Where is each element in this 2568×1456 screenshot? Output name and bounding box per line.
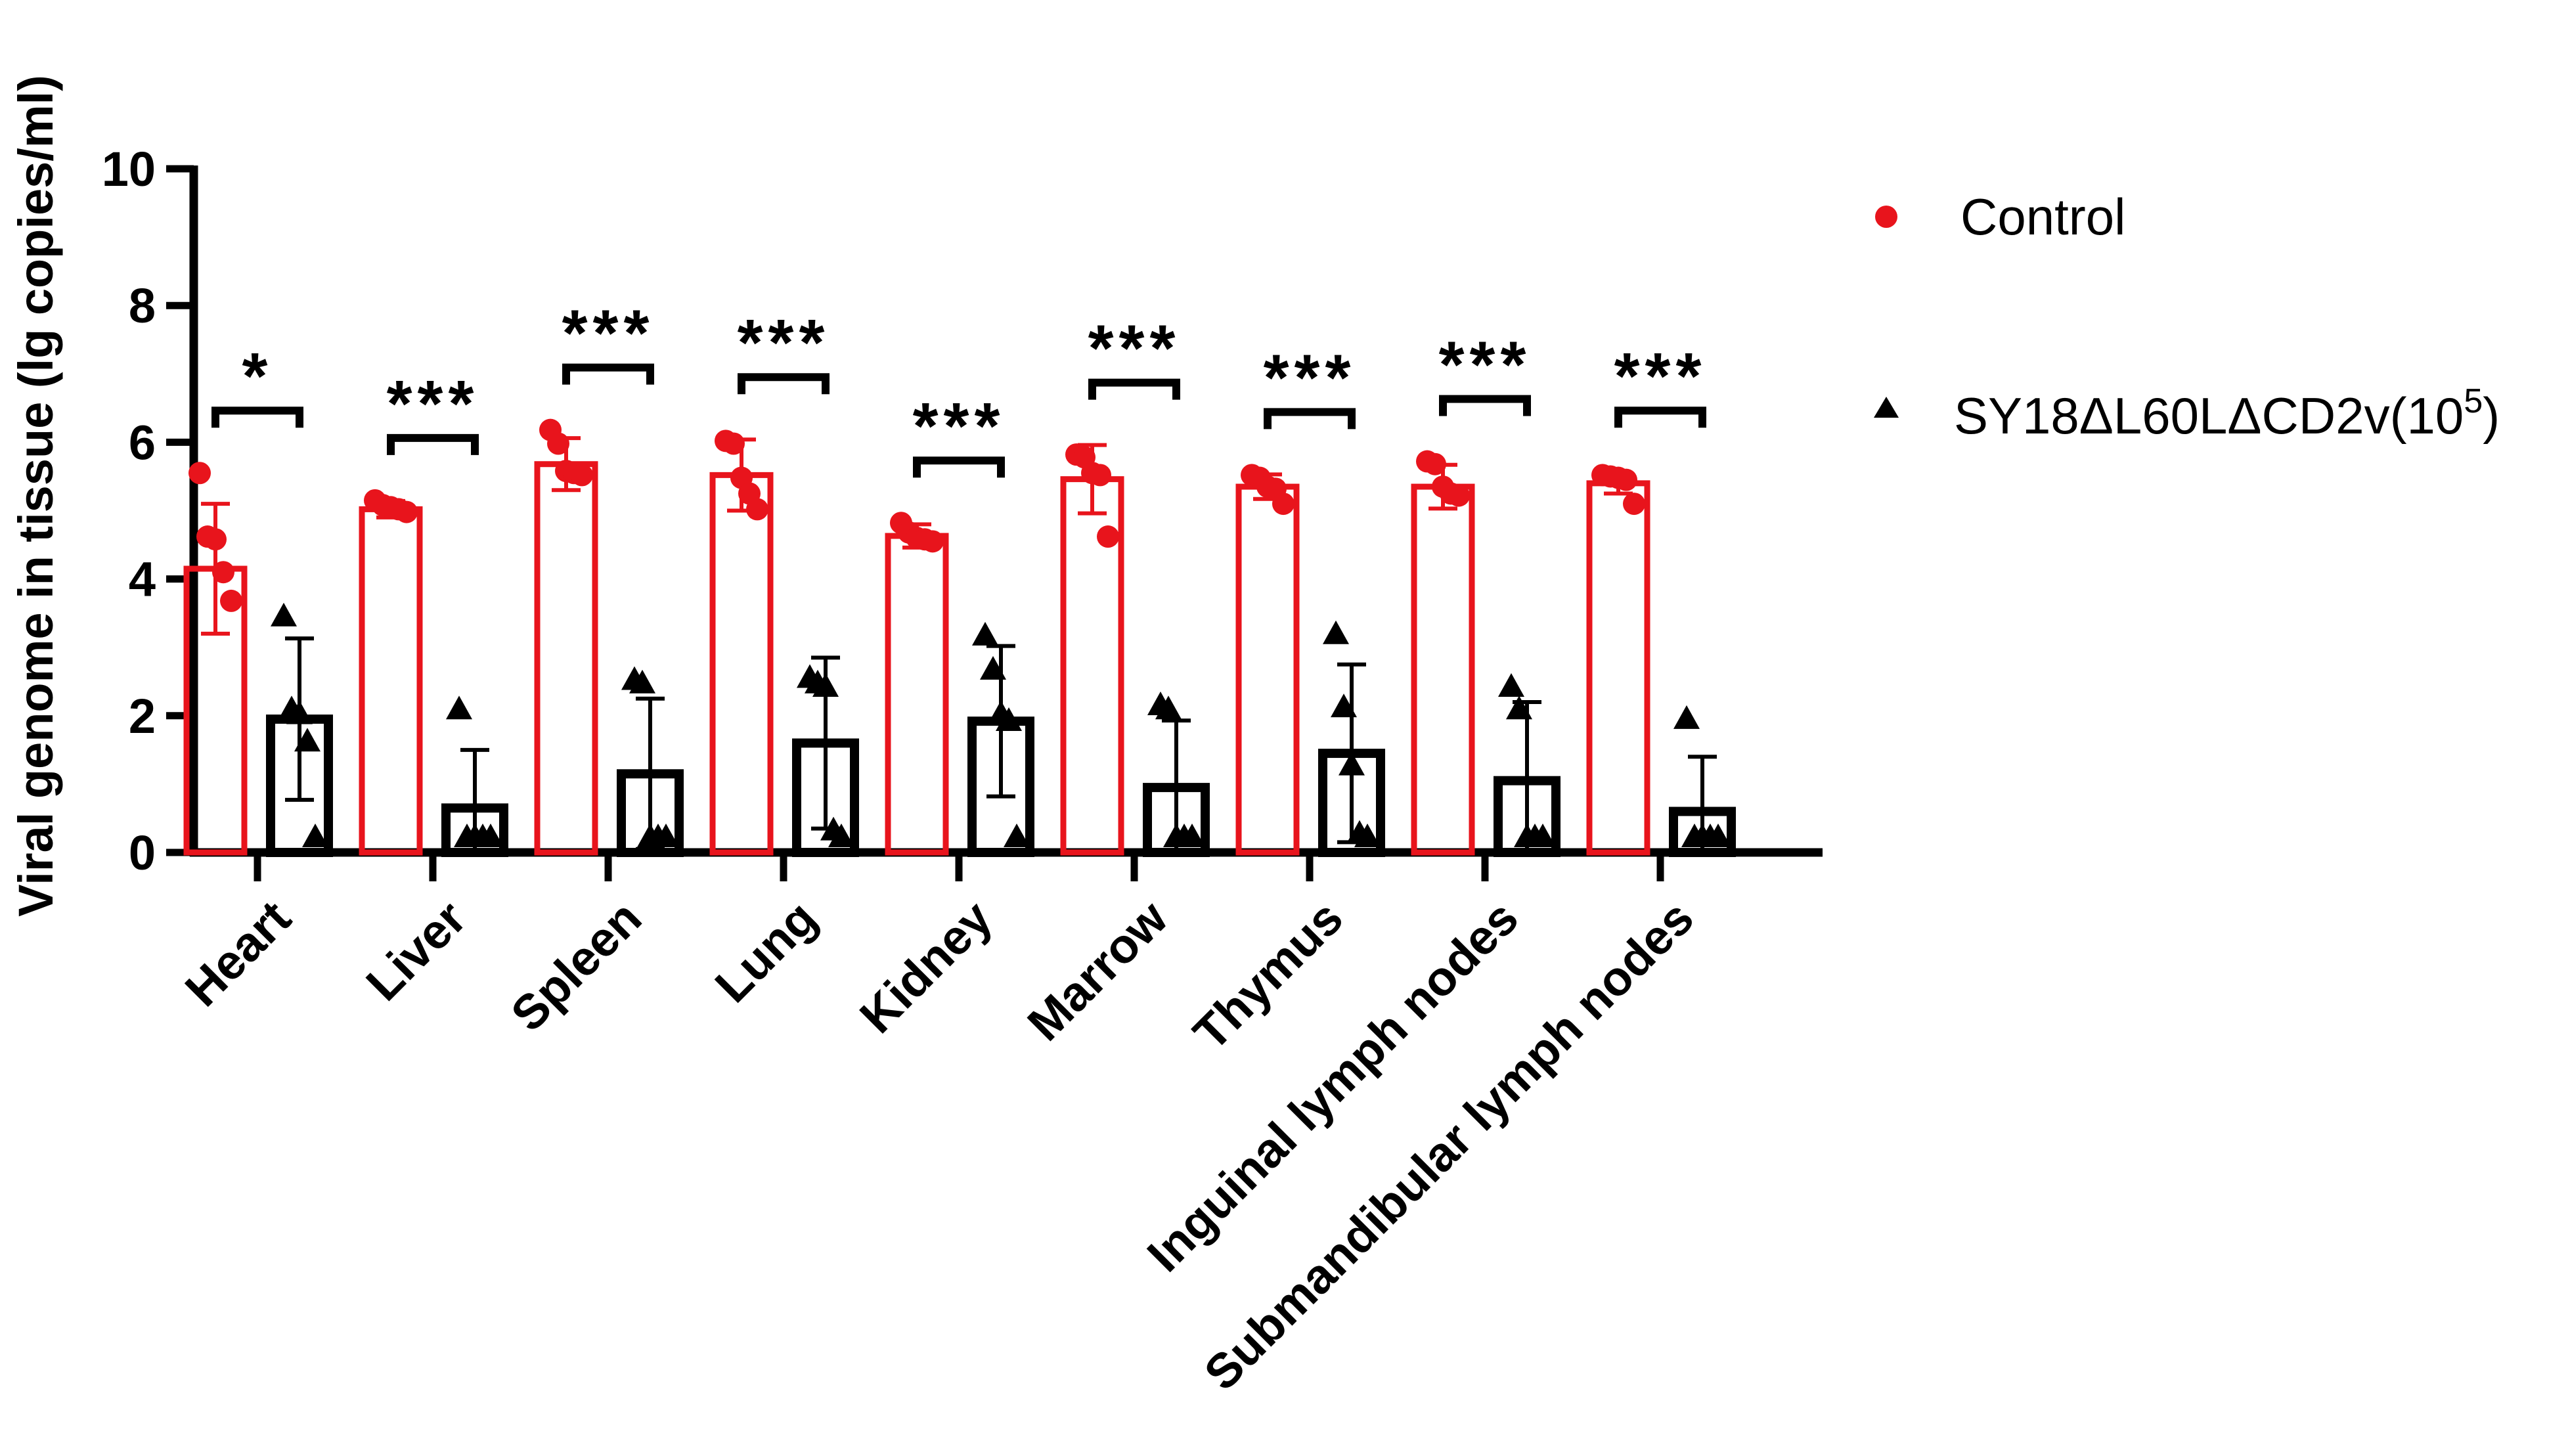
- significance-bracket: [387, 433, 479, 455]
- legend-control-marker: [1875, 206, 1897, 228]
- significance-bracket: [913, 456, 1005, 478]
- treatment-point: [1179, 823, 1205, 847]
- category-label: Liver: [356, 891, 477, 1011]
- legend-control-label: Control: [1960, 188, 2125, 246]
- category-label: Lung: [705, 891, 828, 1013]
- legend-treatment-label: SY18ΔL60LΔCD2v(105): [1954, 382, 2500, 445]
- treatment-point: [1339, 751, 1365, 776]
- treatment-point: [1673, 705, 1700, 729]
- treatment-point: [294, 728, 321, 752]
- treatment-point: [1705, 823, 1731, 847]
- control-point: [1097, 525, 1119, 548]
- significance-bracket: [1439, 395, 1531, 416]
- y-tick-label: 8: [129, 278, 156, 333]
- y-tick-label: 10: [102, 142, 156, 196]
- control-point: [1424, 452, 1446, 475]
- significance-bracket: [738, 373, 830, 395]
- treatment-point: [302, 823, 328, 847]
- significance-bracket: [562, 363, 654, 385]
- treatment-point: [1155, 695, 1182, 720]
- control-bar: [709, 472, 774, 856]
- significance-label: ***: [1264, 341, 1356, 414]
- significance-label: ***: [1614, 340, 1707, 413]
- data-points: [188, 418, 1731, 847]
- control-point: [722, 432, 745, 455]
- error-bars: [201, 436, 1717, 854]
- category-label: Kidney: [849, 891, 1002, 1044]
- y-tick-label: 0: [129, 826, 156, 880]
- treatment-point: [286, 700, 313, 724]
- treatment-point: [1004, 823, 1030, 847]
- control-point: [1615, 468, 1637, 491]
- treatment-point: [653, 823, 679, 847]
- legend-treatment-superscript: 5: [2464, 382, 2483, 420]
- significance-label: ***: [1439, 328, 1532, 402]
- control-bar: [1586, 480, 1650, 856]
- significance-label: ***: [387, 367, 479, 441]
- significance-bracket: [211, 407, 303, 428]
- treatment-point: [477, 823, 504, 847]
- control-point: [1448, 484, 1470, 507]
- control-point: [547, 432, 569, 455]
- control-point: [188, 462, 211, 485]
- control-point: [220, 589, 242, 612]
- control-point: [395, 500, 418, 523]
- treatment-point: [980, 655, 1006, 680]
- control-bar: [359, 506, 423, 856]
- category-label: Spleen: [500, 891, 652, 1042]
- treatment-point: [271, 602, 297, 627]
- control-point: [212, 561, 234, 584]
- significance-label: ***: [913, 389, 1006, 463]
- y-tick-label: 6: [129, 415, 156, 470]
- significance-label: ***: [1088, 312, 1181, 386]
- significance-annotations: * ****** ********* *** *** ***: [211, 297, 1707, 478]
- treatment-point: [1323, 620, 1349, 644]
- control-bar: [1235, 483, 1300, 856]
- treatment-point: [828, 823, 854, 847]
- control-point: [746, 498, 768, 521]
- category-label: Heart: [175, 891, 301, 1017]
- legend: Control SY18ΔL60LΔCD2v(105): [1874, 188, 2500, 445]
- control-point: [1623, 493, 1645, 516]
- significance-bracket: [1264, 408, 1356, 430]
- significance-bracket: [1614, 407, 1706, 428]
- category-labels: Heart Liver Spleen Lung Kidney Marrow ThymusIn…: [175, 890, 1704, 1400]
- treatment-point: [1506, 695, 1532, 720]
- treatment-point: [1331, 694, 1357, 718]
- treatment-point: [629, 669, 655, 694]
- legend-treatment-name: SY18ΔL60LΔCD2v(10: [1954, 387, 2464, 445]
- category-label: Marrow: [1017, 890, 1178, 1051]
- treatment-point: [1354, 823, 1381, 847]
- y-axis-label: Viral genome in tissue (lg copies/ml): [9, 75, 63, 917]
- significance-label: *: [242, 340, 273, 413]
- category-label: Thymus: [1183, 891, 1353, 1061]
- control-point: [921, 530, 944, 553]
- bars: [183, 461, 1736, 858]
- significance-bracket: [1088, 378, 1180, 400]
- control-point: [204, 528, 227, 551]
- control-point: [1272, 493, 1295, 516]
- treatment-point: [812, 673, 839, 697]
- significance-label: ***: [738, 306, 830, 380]
- control-bar: [534, 461, 598, 856]
- control-point: [571, 464, 593, 487]
- y-tick-label: 2: [129, 689, 156, 743]
- treatment-point: [1530, 823, 1556, 847]
- y-tick-label: 4: [129, 552, 156, 607]
- significance-label: ***: [562, 297, 655, 370]
- treatment-point: [972, 621, 998, 646]
- treatment-point: [1498, 673, 1524, 697]
- treatment-point: [446, 695, 472, 720]
- control-point: [1089, 464, 1111, 487]
- treatment-point: [996, 707, 1022, 732]
- legend-treatment-marker: [1874, 397, 1899, 418]
- legend-treatment-suffix: ): [2483, 387, 2500, 445]
- control-bar: [1411, 483, 1475, 856]
- control-bar: [885, 533, 949, 856]
